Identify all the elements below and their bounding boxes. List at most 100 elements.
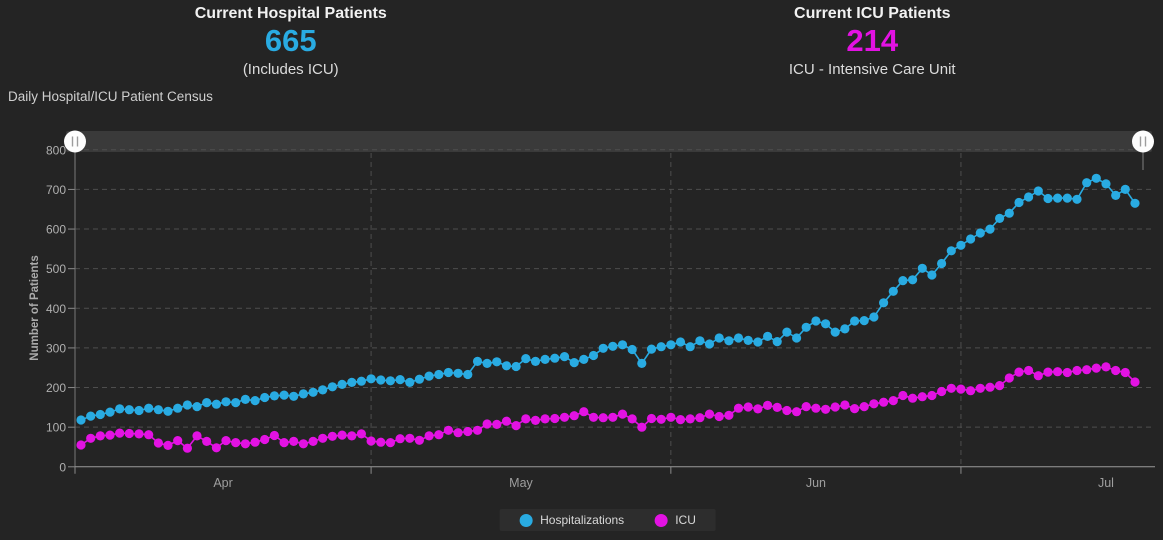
icu-point[interactable] [86, 433, 96, 443]
hospitalizations-point[interactable] [1053, 193, 1063, 203]
hospitalizations-point[interactable] [559, 352, 570, 362]
hospitalizations-point[interactable] [695, 336, 705, 346]
hospitalizations-point[interactable] [917, 263, 927, 273]
icu-point[interactable] [327, 431, 337, 441]
hospitalizations-point[interactable] [646, 344, 657, 354]
icu-point[interactable] [240, 439, 250, 449]
icu-point[interactable] [1024, 365, 1034, 376]
icu-point[interactable] [511, 421, 521, 431]
icu-point[interactable] [1072, 365, 1082, 376]
hospitalizations-point[interactable] [414, 374, 424, 384]
icu-point[interactable] [540, 414, 550, 424]
hospitalizations-point[interactable] [985, 224, 995, 234]
hospitalizations-point[interactable] [830, 327, 840, 337]
icu-point[interactable] [917, 392, 927, 402]
hospitalizations-point[interactable] [937, 258, 947, 269]
icu-point[interactable] [888, 396, 898, 406]
hospitalizations-point[interactable] [298, 389, 308, 399]
hospitalizations-point[interactable] [385, 376, 395, 386]
icu-point[interactable] [1082, 365, 1092, 375]
hospitalizations-point[interactable] [308, 387, 318, 397]
icu-point[interactable] [395, 434, 405, 444]
icu-point[interactable] [675, 415, 686, 425]
hospitalizations-point[interactable] [1014, 197, 1024, 208]
hospitalizations-point[interactable] [221, 397, 231, 407]
icu-point[interactable] [840, 400, 850, 410]
hospitalizations-point[interactable] [337, 379, 347, 389]
hospitalizations-point[interactable] [588, 350, 599, 361]
icu-point[interactable] [482, 419, 492, 429]
icu-point[interactable] [105, 430, 115, 440]
icu-point[interactable] [811, 403, 821, 413]
hospitalizations-point[interactable] [821, 319, 831, 329]
icu-point[interactable] [250, 437, 260, 447]
icu-point[interactable] [937, 386, 947, 397]
hospitalizations-point[interactable] [115, 404, 125, 414]
hospitalizations-point[interactable] [879, 298, 889, 308]
icu-point[interactable] [782, 405, 792, 416]
icu-point[interactable] [289, 436, 299, 446]
hospitalizations-point[interactable] [424, 371, 434, 381]
icu-point[interactable] [260, 434, 270, 445]
icu-point[interactable] [211, 443, 221, 453]
icu-point[interactable] [279, 438, 289, 448]
icu-point[interactable] [608, 412, 618, 422]
icu-point[interactable] [927, 390, 937, 401]
icu-point[interactable] [617, 409, 628, 419]
legend-item-icu[interactable]: ICU [654, 513, 696, 527]
hospitalizations-point[interactable] [395, 375, 405, 385]
hospitalizations-point[interactable] [550, 353, 560, 363]
icu-point[interactable] [153, 438, 163, 448]
hospitalizations-point[interactable] [763, 331, 773, 341]
icu-point[interactable] [772, 402, 782, 412]
hospitalizations-point[interactable] [366, 374, 376, 384]
icu-point[interactable] [269, 430, 279, 441]
range-slider-track[interactable] [66, 131, 1152, 152]
icu-point[interactable] [443, 425, 453, 435]
icu-point[interactable] [995, 381, 1005, 391]
hospitalizations-point[interactable] [347, 377, 357, 387]
icu-point[interactable] [308, 436, 318, 446]
icu-point[interactable] [869, 399, 879, 409]
hospitalizations-point[interactable] [202, 398, 212, 408]
legend-item-hospitalizations[interactable]: Hospitalizations [519, 513, 624, 527]
icu-point[interactable] [598, 413, 608, 423]
icu-point[interactable] [569, 411, 579, 421]
icu-point[interactable] [1043, 367, 1053, 377]
icu-point[interactable] [1014, 367, 1024, 377]
icu-point[interactable] [966, 386, 976, 396]
icu-point[interactable] [366, 436, 376, 446]
hospitalizations-point[interactable] [231, 398, 241, 408]
hospitalizations-point[interactable] [1062, 193, 1072, 203]
hospitalizations-point[interactable] [211, 399, 221, 409]
hospitalizations-point[interactable] [956, 240, 966, 250]
hospitalizations-point[interactable] [579, 354, 589, 364]
hospitalizations-point[interactable] [492, 357, 502, 367]
icu-point[interactable] [579, 407, 589, 417]
icu-point[interactable] [753, 404, 763, 414]
icu-point[interactable] [1062, 367, 1072, 378]
hospitalizations-point[interactable] [1111, 190, 1121, 200]
hospitalizations-point[interactable] [743, 335, 753, 345]
hospitalizations-point[interactable] [540, 354, 550, 364]
icu-point[interactable] [695, 413, 705, 423]
hospitalizations-point[interactable] [1091, 173, 1101, 183]
hospitalizations-point[interactable] [685, 342, 695, 352]
icu-point[interactable] [434, 430, 444, 440]
icu-point[interactable] [202, 436, 212, 446]
icu-point[interactable] [946, 383, 956, 393]
icu-point[interactable] [850, 404, 860, 414]
icu-point[interactable] [1004, 373, 1014, 383]
icu-point[interactable] [144, 430, 154, 440]
hospitalizations-point[interactable] [1082, 178, 1092, 188]
icu-point[interactable] [221, 436, 231, 446]
hospitalizations-point[interactable] [975, 228, 985, 238]
icu-point[interactable] [414, 435, 424, 445]
icu-point[interactable] [424, 431, 434, 441]
hospitalizations-point[interactable] [1120, 184, 1130, 194]
hospitalizations-point[interactable] [463, 369, 473, 380]
icu-point[interactable] [192, 431, 202, 441]
hospitalizations-point[interactable] [908, 275, 918, 285]
icu-point[interactable] [405, 433, 415, 443]
hospitalizations-point[interactable] [105, 407, 115, 417]
